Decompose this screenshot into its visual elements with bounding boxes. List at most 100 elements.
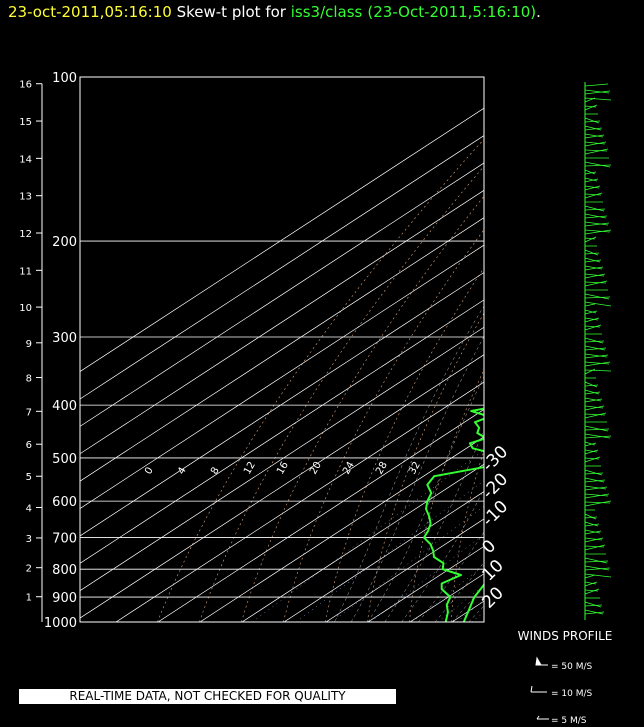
- wind-barb: [584, 89, 610, 94]
- wind-barb: [584, 413, 606, 416]
- wind-barb: [584, 479, 606, 483]
- isotherm-line: [409, 573, 484, 622]
- wind-barb: [584, 221, 609, 226]
- pressure-label: 500: [52, 452, 77, 467]
- wind-barb: [584, 192, 603, 199]
- mixing-ratio-line: [495, 241, 644, 622]
- wind-barb: [584, 161, 611, 168]
- moist-adiabat-label: 28: [374, 460, 390, 477]
- temperature-trace: [462, 583, 484, 622]
- isotherm-line: [115, 381, 484, 622]
- isotherm-line: [283, 491, 484, 622]
- isotherm-line: [199, 436, 484, 622]
- pressure-label: 700: [52, 532, 77, 547]
- wind-barb: [584, 280, 608, 287]
- wind-barb: [584, 222, 610, 227]
- wind-barb: [584, 449, 598, 453]
- title-station: iss3/class: [290, 3, 363, 21]
- wind-barb: [584, 97, 596, 103]
- pressure-label: 900: [52, 591, 77, 606]
- wind-barb: [584, 266, 604, 271]
- wind-barb: [584, 589, 599, 592]
- height-label: 11: [19, 266, 32, 277]
- wind-barb: [584, 368, 596, 375]
- wind-barb: [584, 164, 612, 167]
- wind-barb: [584, 149, 608, 152]
- moist-adiabat-label: 8: [209, 465, 222, 476]
- height-label: 1: [26, 593, 32, 604]
- dry-adiabat-line: [199, 165, 484, 622]
- wind-barb: [584, 127, 603, 131]
- dry-adiabat-line: [409, 368, 484, 622]
- moist-adiabat-label: 16: [275, 460, 291, 477]
- wind-barb: [584, 486, 608, 491]
- wind-barb: [584, 435, 612, 439]
- wind-barb: [584, 449, 599, 455]
- legend-5: = 5 M/S: [551, 716, 587, 726]
- isotherm-line: [80, 162, 484, 427]
- pressure-label: 1000: [44, 616, 77, 631]
- wind-barb: [584, 340, 605, 343]
- wind-barb: [584, 310, 598, 315]
- mixing-ratio-line: [437, 585, 484, 622]
- wind-barb: [584, 229, 611, 233]
- isotherm-line: [80, 107, 484, 373]
- wind-barb: [584, 178, 599, 183]
- moist-adiabat-label: 12: [242, 460, 258, 477]
- wind-barb: [584, 557, 608, 564]
- wind-barb: [584, 601, 602, 608]
- wind-barb: [584, 265, 603, 270]
- wind-barb: [584, 397, 602, 402]
- dry-adiabat-label: 263: [621, 70, 638, 92]
- wind-barb: [584, 273, 606, 279]
- wind-barb: [584, 560, 609, 563]
- wind-barb: [584, 545, 605, 548]
- moist-adiabat-line: [519, 241, 644, 622]
- wind-barb: [584, 213, 607, 219]
- wind-barb: [584, 581, 598, 587]
- wind-barb: [584, 493, 609, 497]
- wind-barb: [584, 398, 603, 403]
- wind-barb: [584, 521, 599, 527]
- height-label: 6: [26, 440, 32, 451]
- wind-barb: [584, 317, 600, 323]
- chart-title: 23-oct-2011,05:16:10 Skew-t plot for iss…: [8, 3, 541, 21]
- moist-adiabat-line: [350, 335, 484, 622]
- moist-adiabat-line: [367, 375, 484, 622]
- isotherm-line: [80, 326, 484, 592]
- title-prefix: Skew-t plot for: [171, 3, 291, 21]
- wind-barb: [584, 237, 596, 240]
- wind-barb: [584, 229, 612, 235]
- right-temp-label: -20: [478, 469, 512, 503]
- wind-barb: [584, 105, 597, 108]
- wind-barb: [584, 345, 606, 351]
- wind-barb: [584, 83, 609, 87]
- wind-barb: [584, 412, 607, 419]
- wind-barb: [584, 516, 598, 519]
- wind-barb: [584, 405, 604, 409]
- moist-adiabat-line: [334, 305, 484, 622]
- wind-legend: = 50 M/S = 10 M/S = 5 M/S: [530, 656, 593, 726]
- wind-barb: [584, 425, 609, 432]
- moist-adiabat-line: [418, 531, 484, 622]
- wind-barb: [584, 169, 596, 175]
- mixing-ratio-line: [484, 241, 644, 622]
- wind-barb: [584, 281, 607, 284]
- moist-adiabat-label: 20: [308, 460, 324, 477]
- wind-barb: [584, 273, 605, 277]
- dry-adiabat-line: [367, 312, 484, 622]
- wind-barb: [584, 296, 611, 299]
- wind-barb: [584, 361, 610, 365]
- wind-barb: [584, 134, 605, 139]
- wind-barb: [584, 293, 610, 300]
- wind-barb: [584, 193, 602, 196]
- title-suffix: .: [536, 3, 541, 21]
- wind-barb: [584, 501, 611, 504]
- mixing-ratio-line: [411, 565, 484, 622]
- moist-adiabat-line: [486, 241, 644, 622]
- wind-barb: [584, 141, 607, 147]
- right-temp-label: 10: [478, 556, 507, 585]
- wind-barb: [584, 97, 612, 101]
- isotherm-line: [80, 244, 484, 509]
